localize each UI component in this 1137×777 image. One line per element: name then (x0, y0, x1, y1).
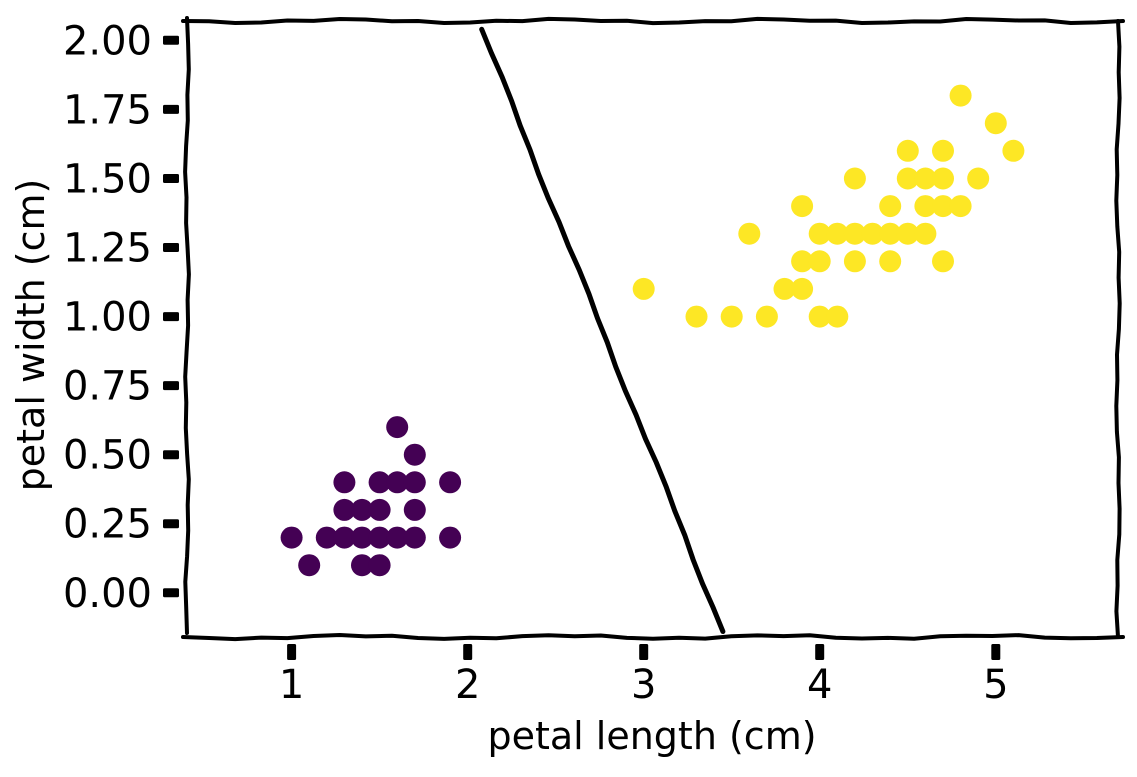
purple-cluster-point (368, 526, 391, 549)
plot-spine-bottom (181, 633, 1125, 642)
yellow-cluster-point (773, 277, 796, 300)
yellow-cluster-point (738, 222, 761, 245)
y-axis-label: petal width (cm) (9, 178, 53, 492)
yellow-cluster-point (791, 195, 814, 218)
purple-cluster-point (368, 554, 391, 577)
yellow-cluster-point (879, 250, 902, 273)
x-tick-label: 5 (983, 662, 1008, 708)
yellow-cluster-point (861, 222, 884, 245)
yellow-cluster-point (879, 222, 902, 245)
purple-cluster-point (403, 443, 426, 466)
yellow-cluster-point (896, 222, 919, 245)
yellow-cluster-point (896, 139, 919, 162)
yellow-cluster-point (808, 305, 831, 328)
x-tick-mark (991, 644, 1001, 660)
yellow-cluster-point (914, 167, 937, 190)
yellow-cluster-point (896, 167, 919, 190)
y-tick-mark (163, 174, 179, 183)
purple-cluster-point (333, 526, 356, 549)
x-tick-label: 1 (279, 662, 304, 708)
yellow-cluster-point (932, 250, 954, 273)
purple-cluster-point (403, 498, 426, 521)
yellow-cluster-point (932, 139, 954, 162)
yellow-cluster-point (791, 277, 814, 300)
purple-cluster-point (439, 526, 462, 549)
purple-cluster-point (368, 498, 391, 521)
y-tick-mark (163, 35, 179, 45)
purple-cluster-point (386, 526, 409, 549)
plot-spine-left (183, 16, 191, 635)
y-tick-label: 0.25 (63, 502, 152, 548)
decision-boundary-line (479, 26, 726, 634)
yellow-cluster-point (932, 167, 954, 190)
plot-spine-top (181, 16, 1125, 26)
y-tick-mark (163, 519, 179, 529)
yellow-cluster-point (826, 305, 849, 328)
purple-cluster-point (403, 471, 426, 494)
y-tick-mark (163, 104, 179, 114)
x-tick-mark (639, 644, 649, 660)
yellow-cluster-point (808, 222, 831, 245)
yellow-cluster-point (826, 222, 849, 245)
y-tick-label: 1.25 (63, 226, 152, 272)
y-tick-mark (163, 381, 179, 391)
yellow-cluster-point (791, 250, 814, 273)
purple-cluster-point (386, 416, 409, 439)
y-tick-mark (163, 243, 179, 252)
y-tick-label: 0.00 (63, 571, 152, 617)
y-tick-mark (163, 588, 179, 598)
purple-cluster-point (403, 526, 426, 549)
purple-cluster-point (439, 471, 462, 494)
y-tick-label: 0.50 (63, 433, 152, 479)
x-tick-label: 2 (455, 662, 480, 708)
yellow-cluster-point (949, 195, 972, 218)
yellow-cluster-point (720, 305, 743, 328)
purple-cluster-point (333, 498, 356, 521)
y-tick-label: 2.00 (63, 18, 152, 64)
yellow-cluster-point (843, 250, 866, 273)
plot-spine-right (1114, 19, 1122, 639)
purple-cluster-point (280, 526, 303, 549)
y-tick-label: 1.75 (63, 87, 152, 133)
purple-cluster-point (351, 526, 373, 549)
yellow-cluster-point (879, 195, 902, 218)
yellow-cluster-point (685, 305, 708, 328)
x-tick-label: 3 (631, 662, 656, 708)
purple-cluster-point (333, 471, 356, 494)
x-axis-label: petal length (cm) (487, 714, 817, 758)
purple-cluster-point (315, 526, 338, 549)
yellow-cluster-point (984, 112, 1007, 135)
yellow-cluster-point (932, 195, 954, 218)
purple-cluster-point (351, 554, 373, 577)
y-tick-mark (163, 312, 179, 322)
y-tick-label: 1.00 (63, 295, 152, 341)
yellow-cluster-point (843, 222, 866, 245)
yellow-cluster-point (632, 277, 655, 300)
yellow-cluster-point (843, 167, 866, 190)
yellow-cluster-point (1002, 139, 1025, 162)
purple-cluster-point (351, 498, 373, 521)
y-tick-mark (163, 450, 179, 460)
y-tick-label: 0.75 (63, 364, 152, 410)
x-tick-label: 4 (807, 662, 832, 708)
purple-cluster-point (368, 471, 391, 494)
yellow-cluster-point (949, 84, 972, 107)
x-tick-mark (287, 644, 297, 660)
yellow-cluster-point (808, 250, 831, 273)
purple-cluster-point (298, 554, 321, 577)
yellow-cluster-point (914, 195, 937, 218)
y-tick-label: 1.50 (63, 157, 152, 203)
purple-cluster-point (386, 471, 409, 494)
yellow-cluster-point (755, 305, 778, 328)
x-tick-mark (463, 644, 473, 660)
x-tick-mark (815, 644, 825, 660)
yellow-cluster-point (914, 222, 937, 245)
yellow-cluster-point (967, 167, 990, 190)
